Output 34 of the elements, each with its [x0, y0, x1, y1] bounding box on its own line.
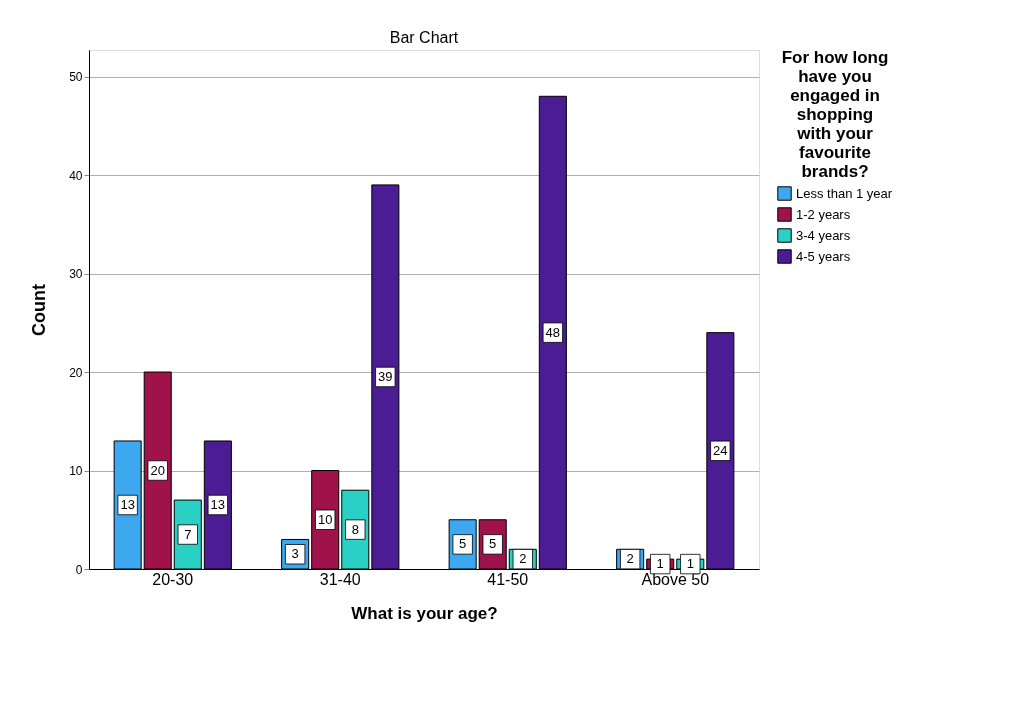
legend-label: 4-5 years [796, 248, 851, 264]
data-label: 2 [519, 551, 527, 567]
y-axis-title: Count [29, 284, 50, 336]
data-label: 7 [184, 526, 192, 542]
chart-title: Bar Chart [389, 29, 459, 46]
legend-label: 3-4 years [796, 227, 851, 243]
data-label: 1 [686, 556, 694, 572]
x-axis-title: What is your age? [351, 603, 498, 623]
data-label: 48 [545, 324, 561, 340]
legend-title: For how long have you engaged in shopping with your favourite brands? [781, 48, 889, 181]
data-label: 1 [656, 556, 664, 572]
y-tick-label: 50 [69, 70, 83, 85]
data-label: 20 [150, 462, 165, 478]
data-label: 5 [489, 536, 497, 552]
data-label: 13 [120, 496, 135, 512]
data-label: 8 [351, 521, 359, 537]
data-label: 39 [378, 368, 393, 384]
x-tick-label: Above 50 [641, 570, 710, 588]
legend-label: Less than 1 year [796, 185, 893, 201]
y-tick-label: 20 [69, 365, 83, 380]
data-label: 13 [210, 496, 226, 512]
data-label: 10 [317, 511, 333, 527]
y-tick-label: 0 [75, 562, 83, 577]
x-tick-label: 41-50 [487, 570, 529, 588]
y-tick-label: 40 [69, 168, 83, 183]
data-label: 24 [713, 442, 728, 458]
x-tick-label: 20-30 [152, 570, 194, 588]
x-tick-label: 31-40 [319, 570, 361, 588]
data-label: 3 [291, 546, 299, 562]
legend-label: 1-2 years [796, 206, 851, 222]
data-label: 5 [459, 536, 467, 552]
y-tick-label: 10 [69, 464, 83, 479]
data-label: 2 [626, 551, 634, 567]
y-tick-label: 30 [69, 267, 83, 282]
